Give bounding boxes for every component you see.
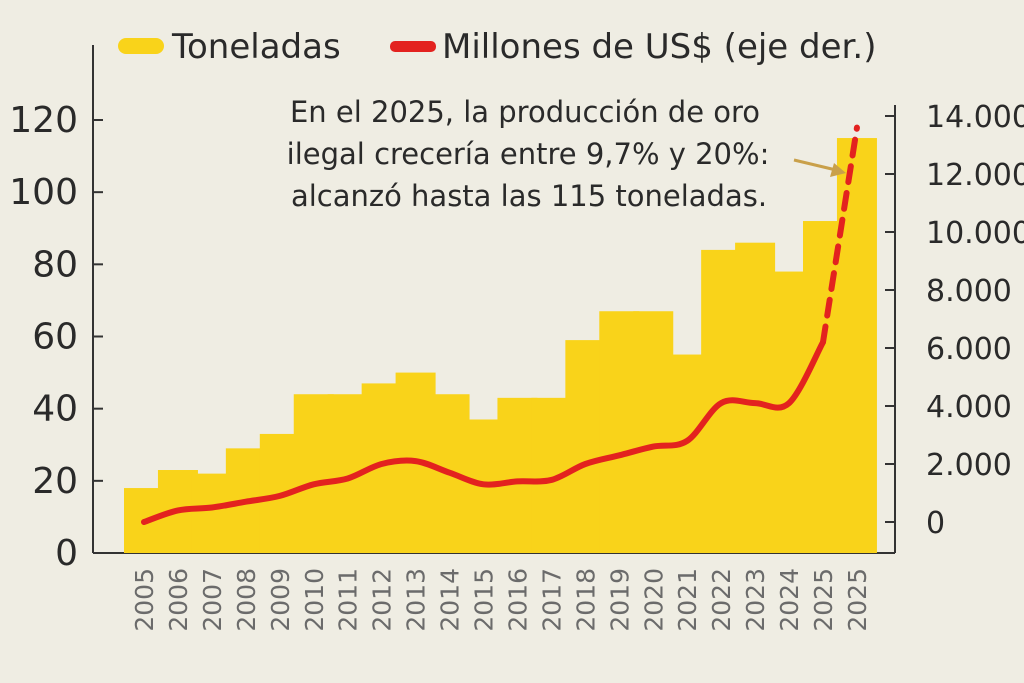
bar-2020-15 [633,311,674,553]
x-tick-label: 2016 [503,568,532,632]
x-axis-tick-labels: 2005 2006 2007 2008 2009 2010 2011 2012 2013 2014… [130,568,872,632]
bar-2024-19 [769,271,810,553]
bar-2018-13 [565,340,606,553]
legend-label-toneladas: Toneladas [171,27,341,67]
x-tick-label: 2025 [809,568,838,632]
x-tick-label: 2017 [537,568,566,632]
right-tick-label: 8.000 [926,274,1012,309]
left-tick-label: 0 [55,533,78,574]
line-series-millones [141,124,860,525]
x-tick-label: 2022 [707,568,736,632]
x-tick-label: 2015 [470,568,499,632]
annotation-arrowhead [830,163,846,177]
bar-2021-16 [667,354,708,553]
annotation-line-3: alcanzó hasta las 115 toneladas. [291,179,767,213]
x-tick-label: 2025 [843,568,872,632]
legend-swatch-millones [390,41,436,52]
x-tick-label: 2014 [436,568,465,632]
x-tick-label: 2012 [368,568,397,632]
annotation: En el 2025, la producción de oro ilegal … [287,95,846,213]
left-tick-label: 100 [9,172,78,213]
right-tick-label: 4.000 [926,390,1012,425]
right-tick-label: 10.000 [926,216,1024,251]
right-tick-label: 12.000 [926,158,1024,193]
x-tick-label: 2020 [639,568,668,632]
bar-2010-5 [293,394,334,553]
right-tick-label: 6.000 [926,332,1012,367]
left-tick-label: 40 [32,389,78,430]
bar-2007-2 [191,473,232,553]
right-tick-label: 0 [926,506,945,541]
annotation-arrow [793,158,837,172]
bar-2023-18 [735,242,776,553]
x-tick-label: 2018 [571,568,600,632]
x-tick-label: 2021 [673,568,702,632]
x-tick-label: 2011 [334,568,363,632]
x-tick-label: 2023 [741,568,770,632]
x-tick-label: 2024 [775,568,804,632]
x-tick-label: 2007 [198,568,227,632]
bar-2016-11 [497,397,538,553]
line-solid-segment [141,339,826,525]
right-tick-label: 2.000 [926,448,1012,483]
legend-swatch-toneladas [118,38,164,54]
left-tick-label: 20 [32,461,78,502]
axes: 0 20 40 60 80 100 120 0 2.000 4.000 6.000 8.000 10.0… [9,45,1024,574]
annotation-line-1: En el 2025, la producción de oro [290,95,760,129]
left-tick-label: 80 [32,244,78,285]
x-tick-label: 2009 [266,568,295,632]
bar-2019-14 [599,311,640,553]
legend: Toneladas Millones de US$ (eje der.) [118,27,876,67]
x-tick-label: 2019 [605,568,634,632]
left-tick-label: 60 [32,317,78,358]
right-tick-label: 14.000 [926,100,1024,135]
x-tick-label: 2010 [300,568,329,632]
x-tick-label: 2006 [164,568,193,632]
legend-label-millones: Millones de US$ (eje der.) [442,27,876,67]
x-tick-label: 2013 [402,568,431,632]
x-tick-label: 2005 [130,568,159,632]
line-projection-segment [820,124,860,346]
x-tick-label: 2008 [232,568,261,632]
annotation-line-2: ilegal crecería entre 9,7% y 20%: [287,137,770,171]
left-tick-label: 120 [9,100,78,141]
